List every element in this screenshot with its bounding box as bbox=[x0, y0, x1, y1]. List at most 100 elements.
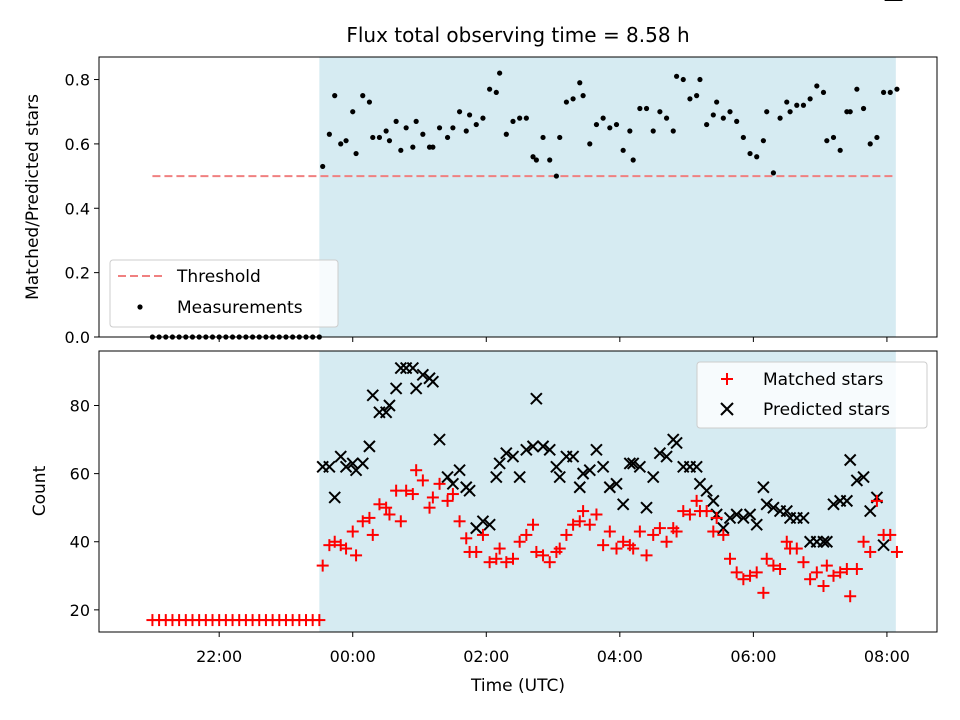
matched-star-point bbox=[683, 508, 696, 521]
matched-star-point bbox=[744, 569, 757, 582]
matched-star-point bbox=[677, 505, 690, 518]
measurement-point bbox=[463, 128, 469, 134]
predicted-star-point bbox=[356, 457, 369, 470]
predicted-star-point bbox=[737, 511, 750, 525]
measurement-point bbox=[386, 138, 393, 144]
measurement-point bbox=[547, 157, 553, 163]
matched-star-point bbox=[410, 464, 423, 477]
matched-star-point bbox=[383, 508, 396, 521]
predicted-star-point bbox=[590, 443, 603, 456]
predicted-star-point bbox=[603, 481, 617, 494]
predicted-star-point bbox=[750, 518, 763, 531]
predicted-star-point bbox=[640, 501, 653, 514]
legend-predicted-swatch bbox=[720, 402, 734, 416]
predicted-star-point bbox=[633, 460, 647, 474]
measurement-point bbox=[680, 76, 686, 83]
measurement-point bbox=[637, 105, 643, 112]
predicted-star-point bbox=[409, 382, 423, 395]
matched-star-point bbox=[470, 545, 483, 558]
measurement-point bbox=[800, 102, 807, 108]
top-y-tick-label: 0.0 bbox=[65, 328, 90, 347]
measurement-point bbox=[613, 121, 620, 128]
predicted-star-point bbox=[653, 446, 667, 460]
matched-star-point bbox=[603, 525, 616, 538]
measurement-point bbox=[320, 163, 326, 170]
legend-measurements-swatch bbox=[137, 304, 143, 310]
measurement-point bbox=[557, 134, 563, 141]
measurement-point bbox=[456, 109, 463, 115]
predicted-star-point bbox=[323, 460, 336, 474]
matched-star-point bbox=[857, 535, 870, 548]
matched-star-point bbox=[328, 535, 341, 548]
top-legend-box bbox=[109, 259, 339, 328]
measurement-point bbox=[720, 115, 726, 121]
predicted-star-point bbox=[743, 508, 757, 521]
measurement-point bbox=[410, 144, 416, 150]
matched-star-point bbox=[426, 491, 439, 504]
measurement-point bbox=[860, 105, 867, 112]
predicted-star-point bbox=[490, 470, 503, 484]
predicted-star-point bbox=[346, 457, 359, 470]
measurement-point bbox=[360, 93, 366, 99]
measurement-point bbox=[663, 115, 670, 121]
top-y-tick-label: 0.2 bbox=[65, 264, 90, 283]
measurement-point bbox=[814, 83, 820, 89]
x-tick-label: 04:00 bbox=[597, 647, 643, 666]
top-panel: 0.00.20.40.60.8 Matched/Predicted stars … bbox=[23, 56, 938, 347]
predicted-star-point bbox=[500, 446, 513, 460]
measurement-point bbox=[747, 150, 753, 157]
matched-star-point bbox=[700, 505, 713, 518]
matched-star-point bbox=[804, 573, 817, 586]
measurement-point bbox=[697, 76, 703, 83]
measurement-point bbox=[687, 96, 693, 102]
measurement-point bbox=[600, 115, 606, 121]
matched-star-point bbox=[537, 549, 550, 562]
measurement-point bbox=[880, 89, 887, 96]
predicted-star-point bbox=[406, 361, 420, 375]
measurement-point bbox=[784, 99, 790, 105]
matched-star-point bbox=[400, 484, 413, 497]
matched-star-point bbox=[346, 525, 359, 538]
predicted-star-point bbox=[850, 474, 864, 487]
measurement-point bbox=[376, 134, 383, 141]
predicted-star-point bbox=[566, 450, 580, 463]
measurement-point bbox=[553, 173, 559, 179]
predicted-star-point bbox=[757, 481, 770, 494]
measurement-point bbox=[820, 89, 827, 96]
predicted-star-point bbox=[530, 392, 543, 405]
measurement-point bbox=[326, 131, 332, 137]
predicted-star-point bbox=[576, 467, 590, 480]
measurement-point bbox=[466, 112, 473, 118]
predicted-star-point bbox=[328, 491, 341, 504]
predicted-star-point bbox=[366, 389, 379, 402]
measurement-point bbox=[577, 80, 583, 86]
predicted-star-point bbox=[596, 460, 610, 474]
measurement-point bbox=[734, 118, 740, 124]
measurement-point bbox=[887, 89, 893, 96]
legend-predicted-label: Predicted stars bbox=[763, 400, 890, 420]
bottom-y-axis-label: Count bbox=[30, 465, 50, 516]
matched-star-point bbox=[730, 566, 743, 579]
matched-star-point bbox=[423, 501, 436, 514]
predicted-star-point bbox=[623, 457, 637, 470]
predicted-star-point bbox=[426, 375, 440, 388]
matched-star-point bbox=[834, 566, 847, 579]
matched-star-point bbox=[583, 518, 596, 531]
measurement-point bbox=[740, 134, 746, 141]
matched-star-point bbox=[660, 535, 673, 548]
matched-star-point bbox=[390, 484, 403, 497]
matched-star-point bbox=[460, 532, 473, 545]
measurement-point bbox=[563, 99, 570, 105]
predicted-star-point bbox=[730, 508, 743, 521]
measurement-point bbox=[714, 99, 720, 105]
predicted-star-point bbox=[717, 521, 730, 535]
matched-star-point bbox=[490, 552, 503, 565]
measurement-point bbox=[450, 125, 456, 131]
predicted-star-point bbox=[820, 535, 834, 548]
bottom-y-tick-label: 60 bbox=[70, 465, 90, 484]
top-y-axis-label: Matched/Predicted stars bbox=[23, 94, 43, 300]
matched-star-point bbox=[597, 539, 610, 552]
matched-star-point bbox=[406, 488, 419, 501]
bottom-y-tick-label: 20 bbox=[70, 601, 90, 620]
measurement-point bbox=[794, 102, 800, 108]
